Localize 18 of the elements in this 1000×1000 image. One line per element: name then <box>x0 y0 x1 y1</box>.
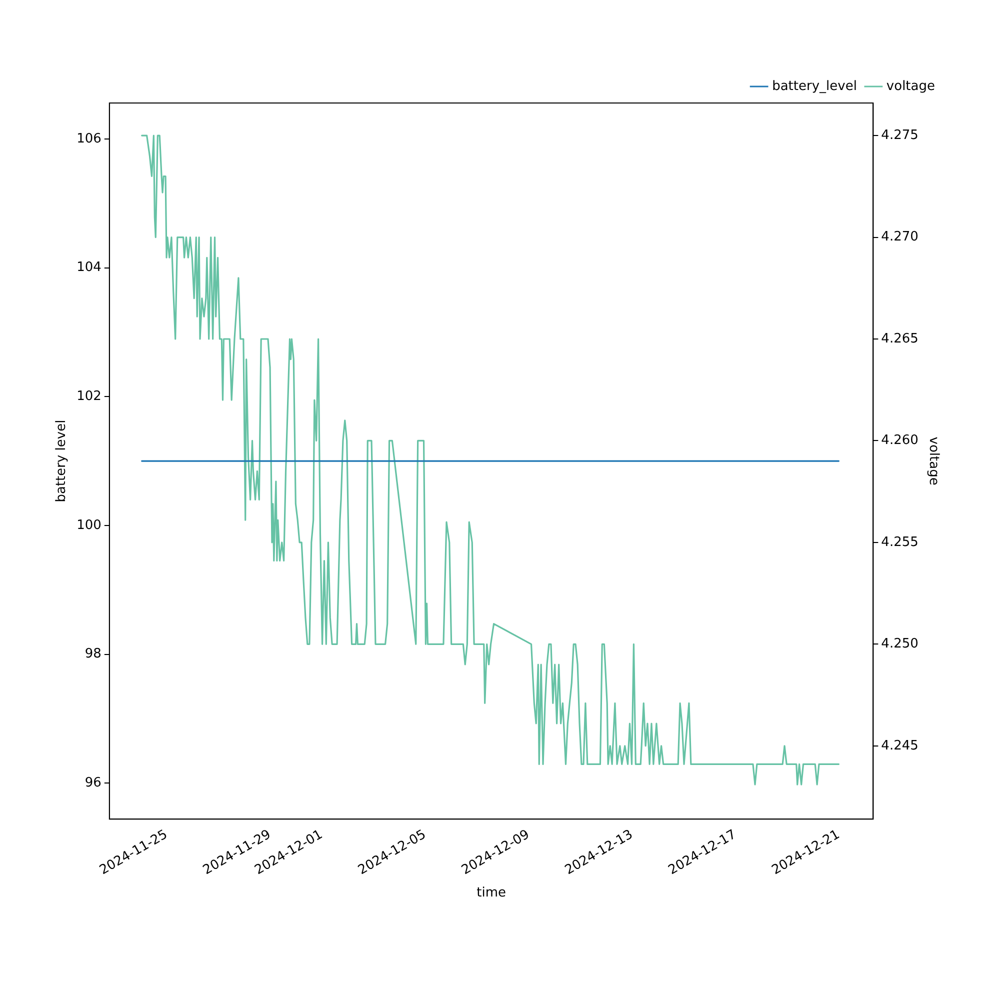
y2-tick-label: 4.265 <box>881 331 918 346</box>
y2-tick-label: 4.260 <box>881 433 918 448</box>
y-tick-label: 104 <box>76 260 102 276</box>
y2-tick-label: 4.250 <box>881 636 918 652</box>
y-axis-title: battery level <box>54 420 70 502</box>
y-tick-label: 98 <box>84 646 102 662</box>
y2-axis-title: voltage <box>926 436 941 486</box>
y2-tick-label: 4.270 <box>881 230 918 245</box>
legend-label: voltage <box>886 78 936 94</box>
y2-tick-label: 4.245 <box>881 738 918 754</box>
y-tick-label: 96 <box>84 775 102 790</box>
y2-tick-label: 4.255 <box>881 534 918 550</box>
y-tick-label: 106 <box>76 131 102 146</box>
y2-tick-label: 4.275 <box>881 128 918 143</box>
y-tick-label: 100 <box>76 518 102 533</box>
y-tick-label: 102 <box>76 389 102 404</box>
legend-label: battery_level <box>772 78 857 94</box>
x-axis-title: time <box>476 886 506 901</box>
